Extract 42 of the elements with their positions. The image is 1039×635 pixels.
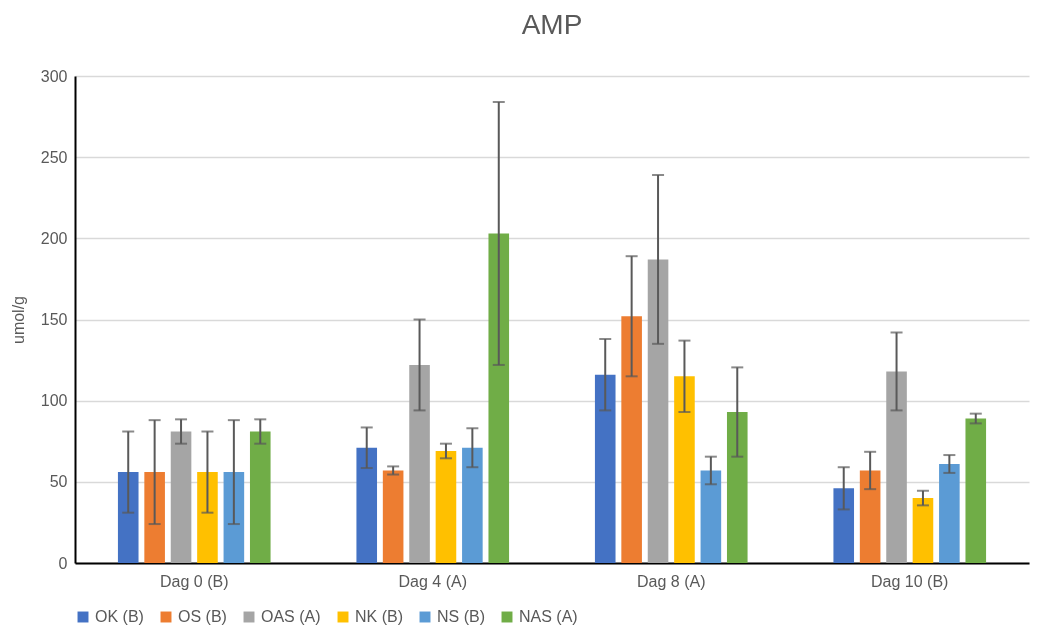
bar [488, 233, 510, 563]
bar [912, 498, 934, 563]
legend-label: NAS (A) [519, 608, 578, 625]
bar [223, 472, 245, 563]
bar [249, 431, 271, 563]
x-tick-label: Dag 10 (B) [871, 572, 949, 590]
y-tick-label: 200 [40, 229, 68, 247]
x-tick-label: Dag 0 (B) [160, 572, 229, 590]
y-axis-title: umol/g [9, 295, 27, 345]
bar [621, 316, 642, 563]
bar [726, 412, 748, 563]
bar [647, 259, 669, 563]
bar [833, 488, 855, 563]
bar [700, 470, 722, 563]
y-tick-label: 250 [40, 148, 68, 166]
y-tick-label: 0 [58, 554, 68, 572]
bar [117, 472, 139, 563]
bar [939, 463, 960, 563]
bar [356, 447, 378, 563]
x-tick-label: Dag 8 (A) [637, 572, 706, 590]
chart-title: AMP [521, 9, 583, 40]
bar [859, 470, 881, 563]
bar [674, 376, 695, 563]
bar [462, 447, 483, 563]
bar [965, 418, 987, 563]
bar [409, 364, 430, 563]
legend-label: OAS (A) [261, 608, 321, 625]
bar [144, 472, 165, 563]
bar [594, 374, 616, 563]
x-tick-label: Dag 4 (A) [398, 572, 467, 590]
legend-label: NK (B) [355, 608, 403, 625]
y-tick-label: 100 [40, 392, 68, 410]
y-tick-label: 50 [49, 473, 68, 491]
bar [886, 371, 907, 563]
y-tick-label: 300 [40, 67, 68, 85]
bar [197, 472, 218, 563]
bar [435, 450, 457, 563]
legend-label: OS (B) [178, 608, 227, 625]
legend-label: OK (B) [95, 608, 144, 625]
y-tick-label: 150 [40, 311, 68, 328]
legend-label: NS (B) [437, 608, 485, 625]
bar [170, 431, 192, 563]
